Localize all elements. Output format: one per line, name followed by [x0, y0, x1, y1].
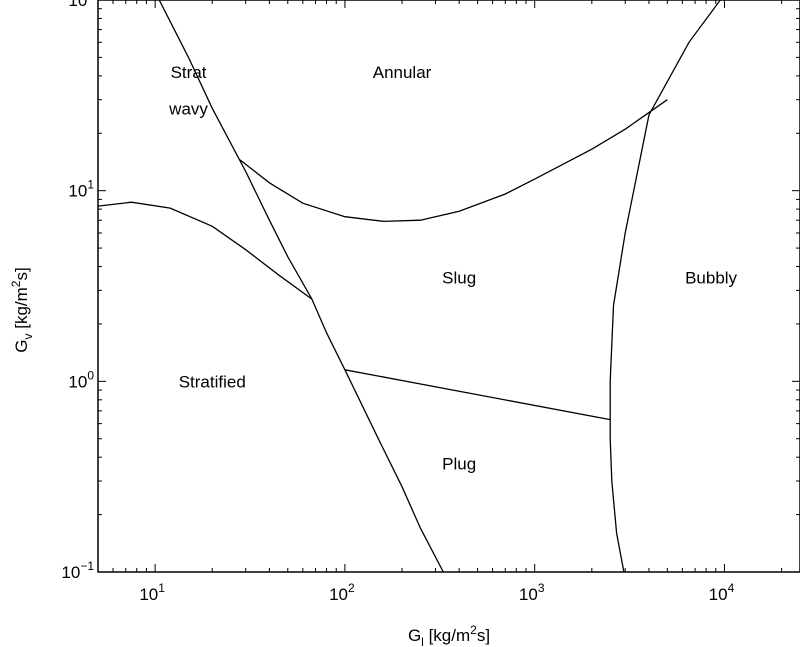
- stratified-transition-line: [158, 0, 313, 300]
- y-tick-label: 102: [68, 0, 94, 10]
- region-label-plug: Plug: [442, 455, 476, 474]
- y-axis-label: Gv [kg/m2s]: [9, 267, 35, 352]
- region-label-slug: Slug: [442, 269, 476, 288]
- annular-slug-transition-line: [239, 99, 668, 223]
- x-tick-label: 102: [329, 581, 355, 604]
- plot-frame: [97, 0, 800, 573]
- tick-labels: 101 102 103 104 10−1 100 101 102: [61, 0, 734, 604]
- y-tick-label: 10−1: [61, 559, 94, 582]
- strat-plug-transition-line: [311, 298, 444, 573]
- wavy-stratified-transition-line: [97, 201, 313, 300]
- tick-marks: [97, 0, 800, 573]
- x-axis-label: Gl [kg/m2s]: [408, 623, 490, 647]
- regime-boundaries: [97, 0, 721, 573]
- bubbly-transition-line: [609, 0, 721, 573]
- y-tick-label: 100: [68, 368, 94, 391]
- region-label-wavy: wavy: [168, 99, 208, 118]
- regime-labels: Strat wavy Annular Slug Bubbly Stratified Plug: [168, 63, 737, 474]
- region-label-stratified: Stratified: [179, 372, 246, 391]
- x-tick-label: 103: [519, 581, 545, 604]
- x-tick-label: 101: [139, 581, 165, 604]
- region-label-annular: Annular: [373, 63, 432, 82]
- region-label-strat: Strat: [171, 63, 207, 82]
- slug-plug-transition-line: [344, 369, 611, 421]
- x-tick-label: 104: [709, 581, 735, 604]
- y-tick-label: 101: [68, 178, 94, 201]
- region-label-bubbly: Bubbly: [685, 269, 737, 288]
